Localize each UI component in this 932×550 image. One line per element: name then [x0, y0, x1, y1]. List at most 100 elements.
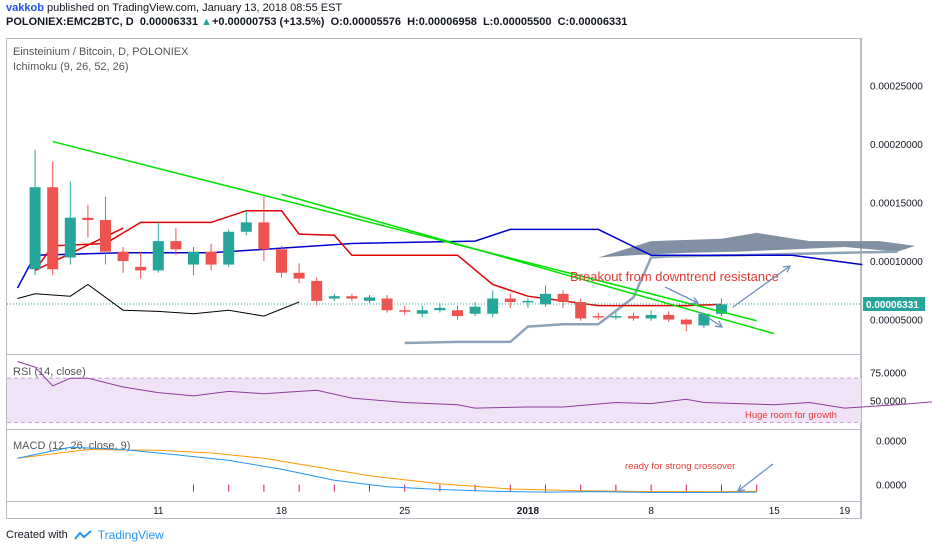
candle-body [663, 314, 675, 320]
candle-body [610, 316, 622, 318]
target-arrow [732, 265, 791, 308]
breakout-arrow-2-head [714, 320, 724, 328]
candle-body [680, 319, 692, 325]
rsi-tick-label: 50.0000 [870, 396, 907, 407]
rsi-band [7, 378, 861, 423]
target-arrow-head [782, 265, 792, 273]
candle-body [381, 298, 393, 311]
date-tick-label: 19 [839, 506, 851, 517]
candle-body [364, 297, 375, 301]
macd-tick-label: 0.0000 [876, 481, 907, 492]
candle-body [522, 300, 534, 303]
author-name[interactable]: vakkob [6, 2, 44, 14]
candle-body [82, 217, 94, 221]
candle-body [645, 314, 657, 319]
created-with-label: Created with [6, 529, 68, 541]
ichimoku-cloud [598, 232, 916, 258]
footer: Created with TradingView [6, 528, 164, 542]
publish-line: vakkob published on TradingView.com, Jan… [6, 2, 342, 14]
date-tick-label: 8 [648, 506, 654, 517]
ohlc-line: POLONIEX:EMC2BTC, D 0.00006331 ▲+0.00000… [6, 16, 627, 28]
candle-body [698, 313, 710, 326]
change-value: +0.00000753 (+13.5%) [211, 16, 325, 28]
lagging-span [17, 283, 300, 317]
close-value-2: 0.00006331 [569, 16, 628, 28]
candle-body [557, 293, 569, 303]
breakout-arrow-head [690, 296, 700, 304]
macd-annotation: ready for strong crossover [625, 461, 735, 472]
candle-body [311, 280, 323, 301]
candle-body [399, 310, 411, 312]
high-value: 0.00006958 [418, 16, 477, 28]
candle-body [29, 187, 41, 270]
ichimoku-label: Ichimoku (9, 26, 52, 26) [13, 61, 129, 73]
candle-body [575, 302, 587, 319]
high-label: H: [407, 16, 419, 28]
breakout-arrow [664, 286, 699, 304]
rsi-line [17, 361, 932, 409]
leading-span-line [404, 250, 898, 345]
rsi-annotation: Huge room for growth [745, 410, 837, 421]
downtrend-line [281, 193, 775, 335]
low-label: L: [482, 16, 494, 28]
macd-signal-line [17, 448, 757, 493]
candle-body [188, 251, 199, 265]
price-tick-label: 0.00005000 [870, 316, 923, 327]
tradingview-logo-icon [73, 529, 92, 540]
candle-body [504, 298, 516, 303]
candle-body [64, 217, 76, 258]
rsi-tick-label: 75.0000 [870, 369, 907, 380]
macd-line [17, 446, 757, 493]
candle-body [152, 241, 164, 271]
close-value: 0.00006331 [139, 16, 198, 28]
candle-body [47, 187, 59, 270]
price-tick-label: 0.00025000 [870, 81, 923, 92]
date-tick-label: 2018 [517, 506, 540, 517]
candle-body [628, 316, 639, 319]
candle-body [540, 293, 551, 305]
candle-body [205, 251, 217, 265]
candle-body [135, 266, 147, 271]
up-arrow-icon: ▲ [201, 16, 212, 28]
breakout-annotation: Breakout from downtrend resistance [570, 269, 779, 284]
candle-body [346, 296, 358, 299]
candle-body [293, 272, 305, 279]
price-pane-title: Einsteinium / Bitcoin, D, POLONIEX [13, 46, 189, 58]
close-label: C: [557, 16, 570, 28]
candle-body [716, 304, 727, 314]
price-tick-label: 0.00010000 [870, 257, 923, 268]
price-tick-label: 0.00015000 [870, 198, 923, 209]
candle-body [434, 307, 446, 311]
symbol-label: POLONIEX:EMC2BTC, D [6, 16, 134, 28]
date-tick-label: 15 [769, 506, 781, 517]
candle-body [452, 310, 463, 317]
crossover-arrow-head [736, 484, 746, 492]
last-price-label: 0.00006331 [866, 300, 919, 311]
base-line [16, 228, 863, 289]
breakout-arrow-2 [699, 311, 723, 328]
crossover-arrow [737, 463, 774, 492]
date-tick-label: 18 [276, 506, 288, 517]
candle-body [416, 310, 428, 314]
candle-body [592, 316, 604, 318]
candle-body [240, 222, 252, 232]
candle-body [258, 222, 270, 250]
price-tick-label: 0.00020000 [870, 140, 923, 151]
tradingview-brand[interactable]: TradingView [97, 528, 164, 542]
rsi-pane-title: RSI (14, close) [13, 366, 86, 378]
open-label: O: [330, 16, 343, 28]
candle-body [117, 251, 129, 262]
chart-frame [6, 38, 861, 519]
date-tick-label: 25 [399, 506, 411, 517]
candle-body [469, 306, 481, 314]
candle-body [100, 220, 111, 252]
downtrend-line [52, 140, 757, 322]
last-price-tag [863, 297, 925, 312]
candle-body [170, 241, 182, 250]
open-value: 0.00005576 [342, 16, 401, 28]
low-value: 0.00005500 [493, 16, 552, 28]
publish-info: published on TradingView.com, January 13… [46, 2, 343, 14]
macd-tick-label: 0.0000 [876, 437, 907, 448]
date-tick-label: 11 [153, 506, 164, 517]
